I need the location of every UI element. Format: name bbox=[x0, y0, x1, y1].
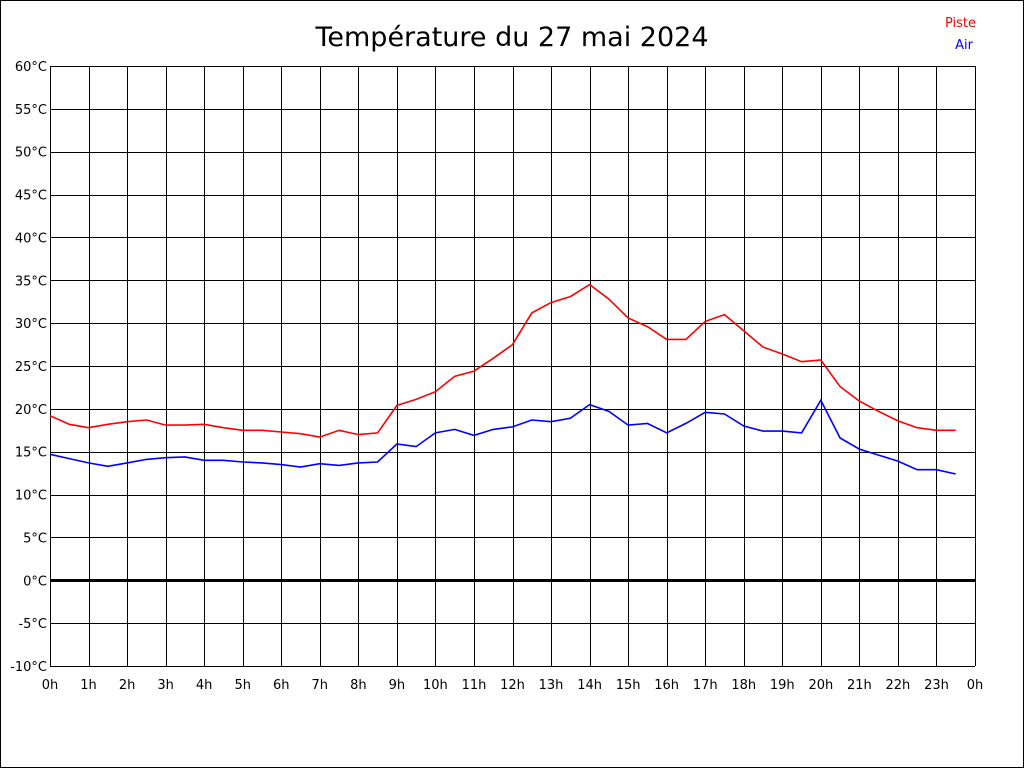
x-tick-label: 22h bbox=[886, 678, 911, 693]
x-tick-label: 0h bbox=[967, 678, 984, 693]
axes: 0h 1h 2h 3h 4h 5h 6h 7h 8h 9h 10h 11h 12h 13h 14h 15h 16… bbox=[10, 60, 983, 693]
y-tick-label: 30°C bbox=[15, 317, 47, 332]
y-tick-label: 50°C bbox=[15, 146, 47, 161]
y-tick-label: 40°C bbox=[15, 231, 47, 246]
y-tick-label: -10°C bbox=[10, 660, 47, 675]
grid bbox=[50, 66, 976, 667]
x-tick-label: 0h bbox=[42, 678, 59, 693]
y-tick-label: 45°C bbox=[15, 189, 47, 204]
x-tick-label: 9h bbox=[389, 678, 406, 693]
series-line-piste bbox=[49, 283, 956, 438]
x-tick-label: 11h bbox=[462, 678, 487, 693]
x-tick-label: 1h bbox=[80, 678, 97, 693]
x-tick-label: 13h bbox=[539, 678, 564, 693]
y-tick-label: 20°C bbox=[15, 403, 47, 418]
x-tick-label: 18h bbox=[731, 678, 756, 693]
chart-title: Température du 27 mai 2024 bbox=[314, 22, 708, 53]
x-tick-label: 6h bbox=[273, 678, 290, 693]
y-tick-label: 60°C bbox=[15, 60, 47, 75]
y-tick-label: 15°C bbox=[15, 446, 47, 461]
x-tick-label: 16h bbox=[654, 678, 679, 693]
y-tick-label: 35°C bbox=[15, 274, 47, 289]
x-tick-label: 21h bbox=[847, 678, 872, 693]
y-tick-label: 5°C bbox=[23, 531, 47, 546]
x-tick-label: 17h bbox=[693, 678, 718, 693]
x-tick-label: 19h bbox=[770, 678, 795, 693]
x-tick-label: 7h bbox=[312, 678, 329, 693]
x-tick-label: 2h bbox=[119, 678, 136, 693]
x-tick-label: 20h bbox=[808, 678, 833, 693]
y-tick-label: 55°C bbox=[15, 103, 47, 118]
x-tick-label: 15h bbox=[616, 678, 641, 693]
x-tick-label: 12h bbox=[500, 678, 525, 693]
x-tick-label: 10h bbox=[423, 678, 448, 693]
x-tick-label: 4h bbox=[196, 678, 213, 693]
y-tick-label: 10°C bbox=[15, 489, 47, 504]
y-tick-label: -5°C bbox=[18, 617, 47, 632]
series-lines bbox=[49, 283, 956, 475]
x-tick-label: 14h bbox=[577, 678, 602, 693]
series-line-air bbox=[49, 398, 956, 475]
x-tick-label: 5h bbox=[234, 678, 251, 693]
y-tick-label: 0°C bbox=[23, 574, 47, 589]
x-tick-label: 8h bbox=[350, 678, 367, 693]
x-tick-label: 3h bbox=[157, 678, 174, 693]
legend-piste: Piste bbox=[945, 16, 976, 31]
legend-air: Air bbox=[955, 38, 974, 53]
x-tick-label: 23h bbox=[924, 678, 949, 693]
y-tick-label: 25°C bbox=[15, 360, 47, 375]
